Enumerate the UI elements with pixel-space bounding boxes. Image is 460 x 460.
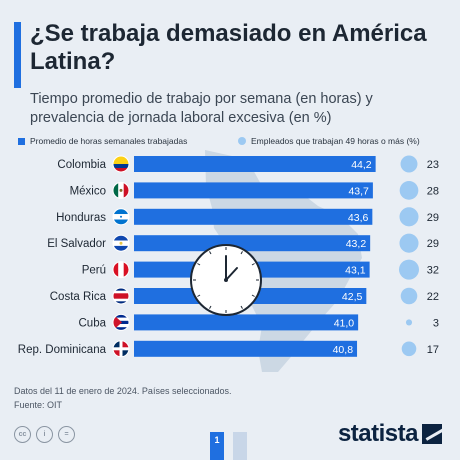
chart-subtitle: Tiempo promedio de trabajo por semana (e… — [30, 91, 373, 126]
dominican-republic-flag-icon — [112, 340, 130, 358]
costa-rica-flag-icon — [112, 287, 130, 305]
peru-flag-icon — [112, 261, 130, 279]
cuba-flag-icon — [112, 313, 130, 331]
bar-value-label: 43,7 — [348, 185, 369, 197]
page-tab-2[interactable] — [233, 432, 247, 460]
category-label: Cuba — [79, 317, 107, 329]
bar — [134, 156, 376, 172]
percent-dot — [399, 181, 419, 200]
colombia-flag-icon — [112, 155, 130, 173]
category-label: Honduras — [56, 212, 106, 224]
percent-dot — [405, 319, 413, 326]
license-icons: cc i = — [14, 426, 75, 443]
percent-value-label: 29 — [427, 238, 439, 250]
percent-dot — [400, 155, 418, 173]
category-label: Perú — [82, 265, 106, 277]
footer-date-note: Datos del 11 de enero de 2024. Países se… — [14, 386, 232, 396]
bar-value-label: 44,2 — [351, 159, 372, 171]
brand-name: statista — [337, 420, 419, 447]
category-label: El Salvador — [47, 238, 106, 250]
percent-value-label: 22 — [427, 291, 439, 303]
creative-commons-icon: cc — [14, 426, 31, 443]
legend-item-bars: Promedio de horas semanales trabajadas — [18, 136, 187, 146]
bar — [134, 182, 373, 199]
percent-value-label: 3 — [433, 317, 439, 329]
chart-area: Colombia 44,2 23 México 43,7 28 Honduras 43,6 29… — [18, 150, 439, 372]
bar-value-label: 43,6 — [348, 212, 369, 224]
footer-source: Fuente: OIT — [14, 400, 63, 410]
category-label: Colombia — [57, 159, 106, 171]
bar-value-label: 40,8 — [333, 344, 354, 356]
footer-note: Datos del 11 de enero de 2024. Países se… — [14, 384, 231, 412]
attribution-icon: i — [36, 426, 53, 443]
bar-value-label: 43,2 — [346, 238, 367, 250]
percent-dot — [400, 287, 418, 305]
percent-value-label: 28 — [427, 185, 439, 197]
statista-logo-icon — [422, 424, 442, 444]
bar — [134, 314, 359, 331]
mexico-flag-icon — [112, 181, 130, 199]
percent-dot — [399, 207, 419, 227]
category-label: México — [70, 185, 106, 197]
percent-value-label: 32 — [427, 265, 439, 277]
legend-label-bars: Promedio de horas semanales trabajadas — [30, 136, 188, 146]
clock-icon — [190, 244, 262, 316]
bar-value-label: 43,1 — [345, 265, 366, 277]
page-tab-1[interactable]: 1 — [210, 432, 224, 460]
bar-value-label: 42,5 — [342, 291, 363, 303]
percent-value-label: 29 — [427, 212, 439, 224]
chart-title: ¿Se trabaja demasiado en América Latina? — [30, 20, 427, 75]
category-label: Rep. Dominicana — [18, 344, 107, 356]
title-accent-bar — [14, 22, 21, 88]
percent-value-label: 23 — [427, 159, 439, 171]
bar — [134, 208, 373, 225]
legend-label-dots: Empleados que trabajan 49 horas o más (%… — [251, 136, 420, 146]
honduras-flag-icon — [112, 208, 130, 226]
bar — [134, 235, 371, 252]
percent-dot — [401, 341, 417, 357]
bar — [134, 340, 358, 357]
bar-value-label: 41,0 — [334, 317, 355, 329]
el-salvador-flag-icon — [112, 234, 130, 252]
legend-item-dots: Empleados que trabajan 49 horas o más (%… — [238, 136, 420, 146]
legend-dot-icon — [238, 137, 246, 145]
percent-value-label: 17 — [427, 344, 439, 356]
legend-square-icon — [18, 137, 25, 145]
percent-dot — [399, 259, 419, 280]
percent-dot — [399, 233, 419, 253]
category-label: Costa Rica — [50, 291, 107, 303]
statista-logo: statista — [338, 420, 442, 448]
no-derivatives-icon: = — [58, 426, 75, 443]
